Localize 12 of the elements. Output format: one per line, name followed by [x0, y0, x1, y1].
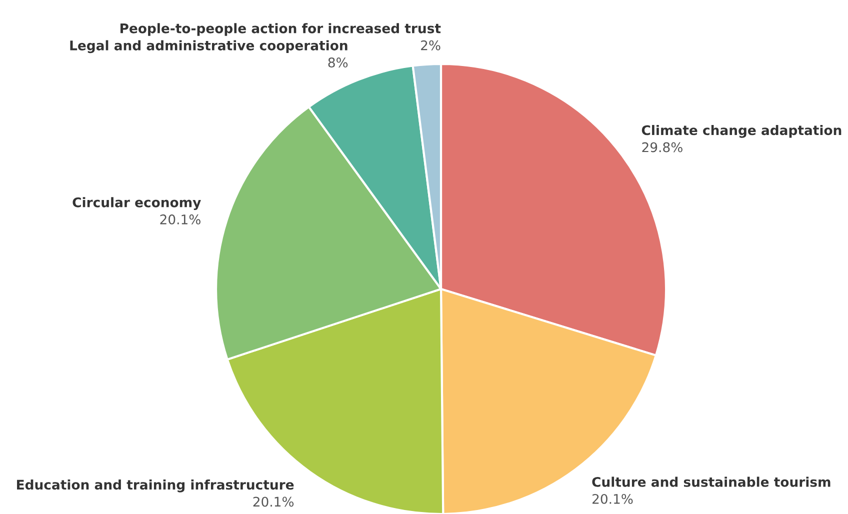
slice-label: Legal and administrative cooperation [70, 40, 348, 54]
data-label: 29.8% [642, 142, 682, 152]
slice-label: People-to-people action for increased trust [120, 23, 441, 36]
slice-label: Culture and sustainable tourism [592, 476, 830, 487]
data-label: 2% [421, 40, 440, 50]
slice-label: Climate change adaptation [642, 124, 842, 138]
data-label: 20.1% [253, 496, 294, 507]
data-label: 20.1% [160, 214, 200, 224]
slice-label: Circular economy [72, 197, 201, 210]
data-label: 8% [328, 58, 348, 68]
slice-label: Education and training infrastructure [17, 479, 294, 492]
data-label: 20.1% [592, 494, 633, 504]
